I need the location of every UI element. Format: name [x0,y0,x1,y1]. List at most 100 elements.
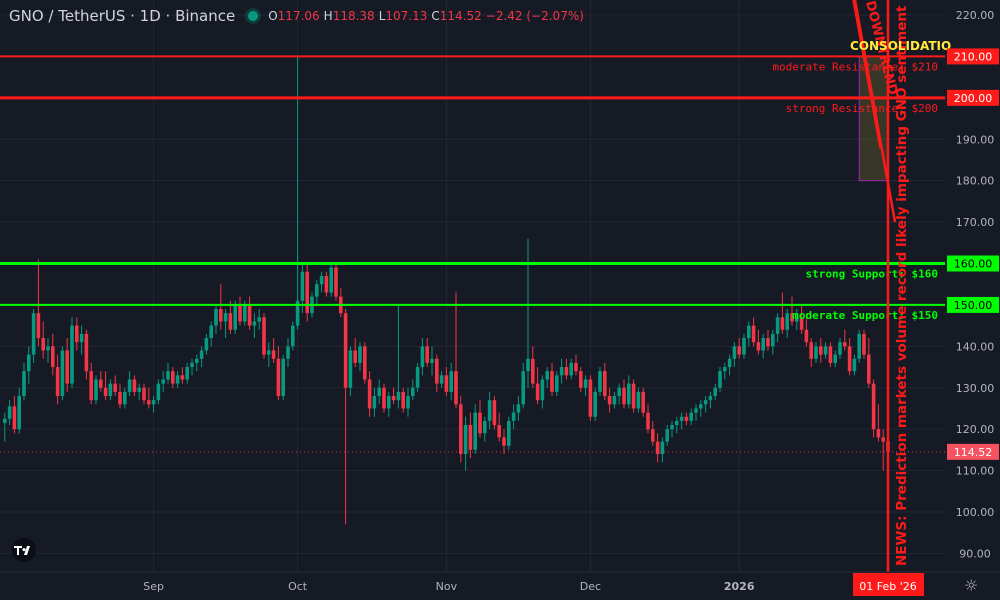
candle-body [175,375,180,384]
candle-body [607,396,612,405]
current-price-badge [947,443,999,460]
candle-body [99,379,103,388]
candle-body [852,358,857,372]
candle-body [804,329,809,343]
time-tick-label: Dec [580,580,601,593]
candle-body [684,416,689,421]
settings-gear-icon[interactable]: ☼ [964,576,979,595]
candle-body [70,325,74,384]
candle-body [151,400,156,405]
candle-body [799,317,804,330]
symbol-title[interactable]: GNO / TetherUS · 1D · Binance [9,7,236,25]
market-status-icon [248,11,259,21]
level-axis-label: 160.00 [954,258,993,271]
candle-body [555,375,559,392]
price-tick-label: 220.00 [956,9,995,22]
level-label: moderate Support: $150 [792,309,938,322]
candle-body [516,404,521,413]
candle-body [487,400,492,421]
candle-body [574,362,578,372]
candle-body [723,367,727,372]
candle-body [161,379,165,384]
candle-body [171,371,175,384]
candle-body [871,383,876,430]
candle-body [425,346,429,363]
candle-body [127,379,132,392]
candle-body [190,362,194,368]
candle-body [531,358,535,384]
candle-body [223,313,228,322]
candle-body [718,371,722,388]
candle-body [583,379,588,388]
candle-body [123,391,127,405]
candle-body [41,338,45,351]
candle-body [166,371,170,380]
price-tick-label: 180.00 [956,175,995,188]
price-axis[interactable]: 90.00 100.00 110.00 120.00 130.00 140.00 150.0… [947,9,999,560]
candle-body [526,358,530,372]
candle-body [790,313,794,322]
candle-body [118,391,122,405]
candle-body [156,383,161,401]
candle-body [771,333,775,347]
candle-body [147,400,151,405]
candle-body [732,346,737,359]
candle-body [204,338,209,351]
candle-body [819,346,823,355]
candle-body [502,437,506,446]
ohlc-change-value: −2.42 (−2.07%) [485,9,584,23]
price-tick-label: 130.00 [956,382,995,395]
candle-body [598,371,602,392]
candle-body [439,375,444,384]
price-tick-label: 170.00 [956,216,995,229]
candle-body [881,437,885,442]
candle-body [228,313,233,330]
candle-body [257,317,261,322]
level-axis-badge [947,296,999,313]
candle-body [94,379,98,401]
price-tick-label: 190.00 [956,133,995,146]
candle-body [588,379,593,417]
candle-body [703,400,708,405]
candle-body [387,396,391,409]
level-axis-label: 210.00 [954,50,993,63]
candle-body [603,371,607,397]
tradingview-logo-icon[interactable] [8,538,40,562]
candle-body [60,350,65,397]
candle-body [113,383,117,392]
candle-body [665,429,669,442]
candle-body [377,387,381,397]
candle-body [286,346,290,359]
candle-body [867,354,871,384]
candle-body [814,346,818,359]
candle-body [17,396,21,430]
candle-body [271,350,276,359]
candle-body [756,342,761,351]
candle-body [180,375,185,380]
candle-body [46,346,50,351]
candle-body [51,346,55,368]
candle-body [655,441,660,455]
news-date-badge [853,573,924,596]
time-axis[interactable]: Sep Oct Nov Dec 2026 01 Feb '26 [0,571,1000,596]
candle-body [651,429,655,442]
news-date-label: 01 Feb '26 [859,580,917,593]
candle-body [747,325,751,339]
ohlc-close-key: C [431,9,440,23]
consolidation-label: CONSOLIDATIO [850,39,951,53]
price-tick-label: 100.00 [956,506,995,519]
candle-body [195,358,199,363]
candle-body [569,362,573,376]
candle-body [564,367,569,376]
candle-body [75,325,79,343]
candle-body [511,412,516,421]
candle-body [348,350,353,388]
current-price-label: 114.52 [954,446,993,459]
candles [3,56,890,525]
candle-body [579,371,583,388]
candle-body [463,425,468,455]
